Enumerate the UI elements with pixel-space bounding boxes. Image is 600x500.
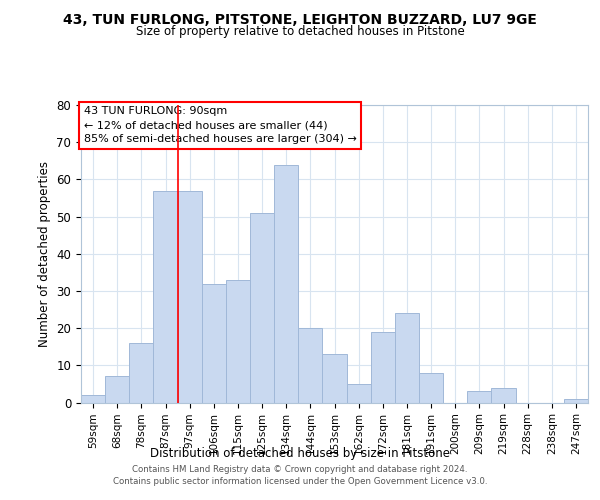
Bar: [347, 384, 371, 402]
Bar: [250, 213, 274, 402]
Bar: [419, 373, 443, 402]
Text: 43 TUN FURLONG: 90sqm
← 12% of detached houses are smaller (44)
85% of semi-deta: 43 TUN FURLONG: 90sqm ← 12% of detached …: [83, 106, 356, 144]
Bar: [129, 343, 154, 402]
Bar: [274, 164, 298, 402]
Text: 43, TUN FURLONG, PITSTONE, LEIGHTON BUZZARD, LU7 9GE: 43, TUN FURLONG, PITSTONE, LEIGHTON BUZZ…: [63, 12, 537, 26]
Bar: [298, 328, 322, 402]
Bar: [202, 284, 226, 403]
Bar: [491, 388, 515, 402]
Bar: [105, 376, 129, 402]
Text: Distribution of detached houses by size in Pitstone: Distribution of detached houses by size …: [150, 448, 450, 460]
Text: Contains public sector information licensed under the Open Government Licence v3: Contains public sector information licen…: [113, 477, 487, 486]
Bar: [154, 190, 178, 402]
Bar: [81, 395, 105, 402]
Bar: [395, 313, 419, 402]
Bar: [226, 280, 250, 402]
Y-axis label: Number of detached properties: Number of detached properties: [38, 161, 51, 347]
Bar: [371, 332, 395, 402]
Bar: [322, 354, 347, 403]
Bar: [467, 392, 491, 402]
Bar: [178, 190, 202, 402]
Bar: [564, 399, 588, 402]
Text: Contains HM Land Registry data © Crown copyright and database right 2024.: Contains HM Land Registry data © Crown c…: [132, 465, 468, 474]
Text: Size of property relative to detached houses in Pitstone: Size of property relative to detached ho…: [136, 25, 464, 38]
